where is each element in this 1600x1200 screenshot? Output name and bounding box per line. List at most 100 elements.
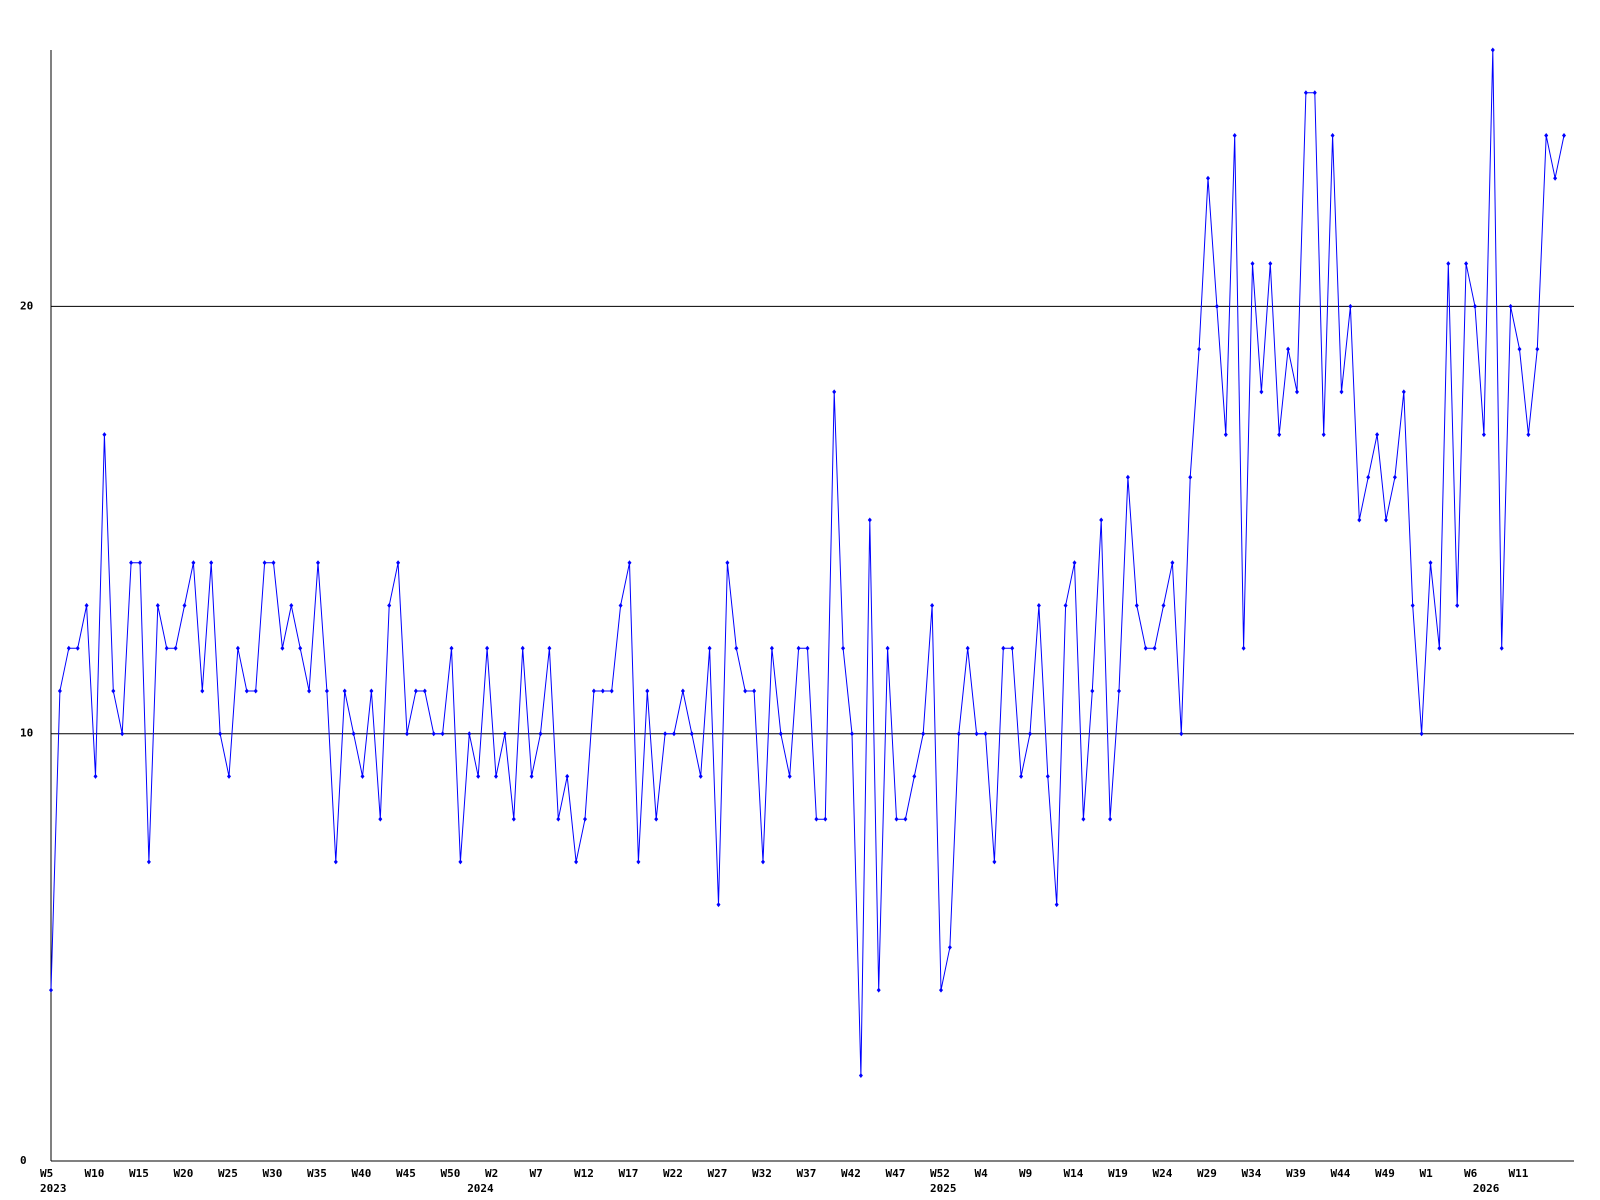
x-tick-label: W30 (263, 1167, 283, 1180)
data-point (1464, 261, 1469, 267)
data-point (1063, 603, 1068, 608)
data-point (57, 688, 62, 694)
data-point (939, 987, 943, 993)
data-point (66, 645, 71, 651)
data-point (885, 645, 890, 651)
data-point (1437, 645, 1442, 651)
data-point (672, 731, 676, 737)
data-point (111, 688, 116, 694)
data-point (1214, 303, 1219, 309)
data-point (894, 816, 899, 822)
data-point (120, 731, 125, 737)
x-tick-label: W39 (1286, 1167, 1306, 1180)
data-point (324, 688, 329, 694)
data-point (449, 645, 454, 651)
year-label: 2023 (40, 1182, 67, 1195)
data-point (316, 560, 320, 566)
data-point (1090, 688, 1095, 694)
data-point (467, 731, 472, 737)
data-point (1553, 175, 1558, 181)
data-point (663, 731, 668, 737)
data-point (1081, 816, 1086, 822)
x-tick-label: W52 (930, 1167, 950, 1180)
y-tick-label: 20 (20, 299, 33, 312)
data-point (1375, 432, 1380, 438)
data-point (814, 816, 819, 822)
data-point (1036, 603, 1041, 608)
data-point (502, 731, 507, 737)
data-point (405, 731, 409, 737)
data-point (1544, 132, 1549, 138)
data-point (387, 603, 392, 608)
x-tick-label: W19 (1108, 1167, 1128, 1180)
data-point (912, 773, 917, 779)
x-tick-label: W35 (307, 1167, 327, 1180)
data-point (1072, 560, 1077, 566)
data-point (574, 859, 579, 865)
x-tick-label: W10 (85, 1167, 105, 1180)
data-point (867, 517, 872, 523)
x-tick-label: W25 (218, 1167, 238, 1180)
data-point (743, 688, 748, 694)
data-point (244, 688, 249, 694)
data-point (1019, 773, 1024, 779)
data-point (725, 560, 730, 566)
x-tick-label: W49 (1375, 1167, 1395, 1180)
data-point (832, 389, 837, 395)
data-point (752, 688, 757, 694)
data-point (253, 688, 258, 694)
data-point (102, 432, 107, 438)
data-point (876, 987, 881, 993)
x-tick-label: W11 (1509, 1167, 1529, 1180)
x-tick-label: W15 (129, 1167, 149, 1180)
x-tick-label: W44 (1331, 1167, 1351, 1180)
data-point (1303, 90, 1308, 96)
data-point (1419, 731, 1424, 737)
data-point (200, 688, 205, 694)
data-point (850, 731, 854, 737)
data-point (511, 816, 516, 822)
data-point (129, 560, 134, 566)
x-tick-label: W37 (797, 1167, 817, 1180)
data-point (1125, 474, 1130, 480)
data-point (1108, 816, 1113, 822)
data-point (778, 731, 783, 737)
data-point (1312, 90, 1317, 96)
data-point (440, 731, 445, 737)
data-point (1286, 346, 1291, 352)
data-point (600, 688, 605, 694)
data-point (823, 816, 828, 822)
data-point (1446, 261, 1451, 267)
data-point (84, 603, 89, 608)
data-point (1481, 432, 1486, 438)
data-point (1001, 645, 1006, 651)
data-point (538, 731, 543, 737)
data-point (805, 645, 810, 651)
data-point (1357, 517, 1362, 523)
data-point (529, 773, 534, 779)
data-point (1384, 517, 1388, 523)
data-point (289, 603, 294, 608)
data-point (1499, 645, 1504, 651)
data-point (974, 731, 979, 737)
data-point (645, 688, 650, 694)
x-tick-label: W29 (1197, 1167, 1217, 1180)
data-point (1232, 132, 1237, 138)
data-point (1054, 902, 1059, 908)
data-point (280, 645, 285, 651)
data-point (1152, 645, 1157, 651)
data-point (761, 859, 765, 865)
data-point (1401, 389, 1406, 395)
data-point (1410, 603, 1415, 608)
x-tick-label: W20 (174, 1167, 194, 1180)
data-point (164, 645, 169, 651)
data-point (191, 560, 196, 566)
data-point (680, 688, 685, 694)
data-point (413, 688, 418, 694)
x-tick-label: W14 (1064, 1167, 1084, 1180)
data-point (49, 987, 53, 993)
data-point (796, 645, 801, 651)
data-point (841, 645, 846, 651)
data-point (369, 688, 374, 694)
